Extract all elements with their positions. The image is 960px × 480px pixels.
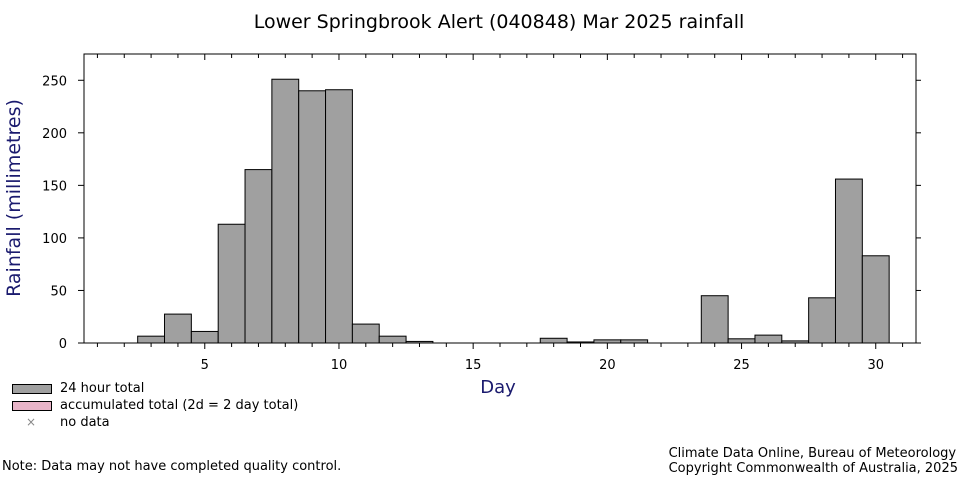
chart-title: Lower Springbrook Alert (040848) Mar 202… (254, 11, 745, 33)
legend-label-no-data: no data (60, 415, 110, 430)
bar-day-30 (861, 255, 890, 344)
x-tick-label: 20 (599, 358, 616, 373)
bar-day-4 (164, 313, 192, 344)
credit: Climate Data Online, Bureau of Meteorolo… (669, 446, 958, 476)
bar-day-11 (351, 323, 380, 344)
bar-day-29 (834, 178, 863, 344)
x-tick-label: 5 (201, 358, 209, 373)
x-tick-label: 25 (733, 358, 750, 373)
bar-day-6 (217, 223, 246, 344)
x-tick-label: 15 (465, 358, 482, 373)
credit-line-1: Climate Data Online, Bureau of Meteorolo… (668, 446, 957, 461)
bar-day-24 (700, 295, 729, 344)
x-tick-label: 30 (867, 358, 884, 373)
legend-label-24h: 24 hour total (60, 381, 145, 396)
bar-day-28 (808, 297, 836, 344)
bars-group (84, 78, 916, 344)
bar-day-26 (754, 334, 783, 344)
y-tick-label: 200 (42, 127, 67, 142)
no-data-icon: × (26, 415, 37, 429)
plot-frame (83, 53, 917, 344)
y-tick-label: 250 (42, 74, 67, 89)
rainfall-chart: Lower Springbrook Alert (040848) Mar 202… (3, 11, 921, 398)
legend-swatch-24h (12, 384, 52, 394)
bar-day-12 (378, 335, 407, 344)
credit-line-2: Copyright Commonwealth of Australia, 202… (668, 461, 958, 476)
bar-day-5 (190, 330, 219, 344)
x-tick-label: 10 (331, 358, 348, 373)
y-tick-label: 100 (42, 232, 67, 247)
legend-swatch-accumulated (12, 401, 52, 411)
y-axis-label: Rainfall (millimetres) (3, 99, 25, 297)
bar-day-25 (727, 338, 756, 344)
bar-day-9 (298, 90, 327, 344)
legend-label-accumulated: accumulated total (2d = 2 day total) (60, 398, 299, 413)
bar-day-7 (244, 169, 273, 344)
bar-day-8 (271, 78, 300, 344)
bar-day-3 (137, 335, 166, 344)
bar-day-18 (539, 337, 568, 344)
y-tick-label: 150 (42, 179, 67, 194)
y-tick-label: 0 (59, 337, 67, 352)
y-tick-label: 50 (50, 284, 67, 299)
quality-note: Note: Data may not have completed qualit… (2, 459, 342, 474)
x-axis-label: Day (480, 377, 516, 398)
axes-group: 5 10 15 20 25 30 0 50 100 150 200 250 (42, 54, 921, 373)
bar-day-10 (325, 89, 353, 344)
